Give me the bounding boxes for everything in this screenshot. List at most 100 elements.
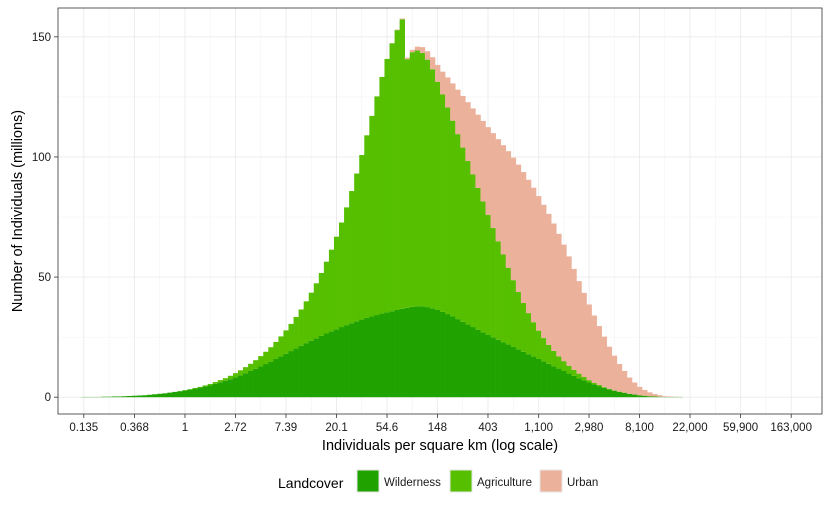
bar-wilderness [192, 388, 198, 398]
bar-wilderness [318, 335, 325, 398]
bar-agriculture [541, 338, 547, 362]
bar-wilderness [323, 333, 330, 398]
bar-wilderness [642, 395, 648, 398]
bar-wilderness [394, 309, 400, 398]
bar-wilderness [197, 387, 203, 398]
x-tick-label: 0.135 [69, 422, 98, 434]
bar-wilderness [268, 361, 274, 398]
bar-agriculture [253, 360, 259, 369]
bar-wilderness [485, 334, 491, 398]
bar-agriculture [556, 356, 562, 369]
x-tick-label: 7.39 [275, 422, 297, 434]
bar-wilderness [202, 386, 208, 398]
bar-wilderness [616, 391, 623, 398]
bar-agriculture [354, 173, 360, 322]
bar-wilderness [480, 332, 486, 398]
x-tick-label: 1 [182, 422, 188, 434]
bar-wilderness [440, 311, 446, 398]
bar-urban [616, 364, 623, 392]
bar-agriculture [460, 147, 466, 322]
bar-agriculture [576, 373, 582, 379]
bar-agriculture [566, 365, 572, 374]
bar-urban [475, 114, 481, 188]
bar-urban [546, 213, 552, 345]
bar-wilderness [409, 306, 416, 398]
bar-agriculture [288, 323, 294, 352]
bar-wilderness [293, 348, 299, 398]
y-tick-label: 100 [32, 152, 51, 164]
bar-wilderness [571, 375, 577, 398]
bar-agriculture [475, 187, 481, 330]
bar-wilderness [273, 358, 279, 398]
x-tick-label: 403 [478, 422, 497, 434]
bar-agriculture [414, 50, 421, 307]
bar-agriculture [495, 241, 501, 340]
x-tick-label: 148 [428, 422, 447, 434]
bar-wilderness [339, 327, 345, 398]
bar-wilderness [404, 307, 411, 398]
bar-agriculture [561, 361, 567, 371]
bar-wilderness [465, 324, 471, 398]
bar-urban [611, 355, 618, 391]
bar-agriculture [596, 384, 602, 387]
bar-agriculture [197, 386, 203, 388]
bar-wilderness [510, 346, 517, 398]
bar-wilderness [177, 391, 183, 398]
bar-urban [621, 370, 628, 393]
bar-wilderness [328, 331, 335, 398]
bar-agriculture [536, 330, 542, 359]
bar-agriculture [510, 280, 517, 347]
bar-wilderness [611, 390, 618, 398]
legend: Landcover Wilderness Agriculture Urban [278, 469, 598, 493]
bar-agriculture [207, 383, 214, 386]
bar-wilderness [551, 366, 557, 398]
bar-agriculture [263, 351, 269, 365]
bar-urban [647, 392, 653, 397]
bar-agriculture [313, 283, 320, 339]
bar-agriculture [258, 356, 264, 367]
bar-wilderness [631, 394, 638, 398]
bar-wilderness [243, 373, 249, 398]
bar-wilderness [298, 345, 304, 398]
bar-urban [642, 389, 648, 396]
bar-wilderness [561, 370, 567, 398]
bar-wilderness [621, 392, 628, 398]
bar-urban [500, 145, 507, 255]
legend-key-agriculture [449, 469, 473, 493]
bar-wilderness [253, 368, 259, 398]
x-tick-label: 2.72 [224, 422, 246, 434]
bar-agriculture [404, 59, 411, 308]
bar-agriculture [546, 344, 552, 364]
bar-urban [525, 179, 532, 314]
x-tick-label: 8,100 [625, 422, 654, 434]
bar-wilderness [414, 306, 421, 398]
bar-wilderness [495, 339, 501, 398]
bar-urban [485, 127, 491, 215]
bar-agriculture [374, 96, 380, 316]
bar-urban [657, 395, 663, 397]
y-axis-title: Number of Individuals (millions) [10, 110, 26, 312]
bar-urban [424, 51, 431, 60]
bar-agriculture [283, 330, 289, 354]
bar-agriculture [424, 59, 431, 308]
bar-wilderness [333, 329, 340, 398]
bar-wilderness [217, 382, 224, 398]
bar-wilderness [237, 375, 244, 398]
bar-agriculture [278, 336, 284, 357]
bar-agriculture [227, 375, 234, 380]
bar-urban [505, 151, 512, 268]
bar-wilderness [227, 379, 234, 398]
x-tick-label: 2,980 [575, 422, 604, 434]
bar-wilderness [389, 311, 395, 398]
bar-wilderness [536, 358, 542, 398]
bar-wilderness [455, 319, 461, 398]
bar-urban [434, 64, 441, 82]
bar-agriculture [333, 236, 340, 330]
bar-wilderness [182, 390, 188, 398]
bar-agriculture [601, 387, 608, 388]
bar-urban [455, 89, 461, 135]
bar-agriculture [349, 191, 355, 324]
bar-wilderness [369, 316, 375, 398]
bar-agriculture [500, 254, 507, 343]
bar-urban [631, 382, 638, 395]
